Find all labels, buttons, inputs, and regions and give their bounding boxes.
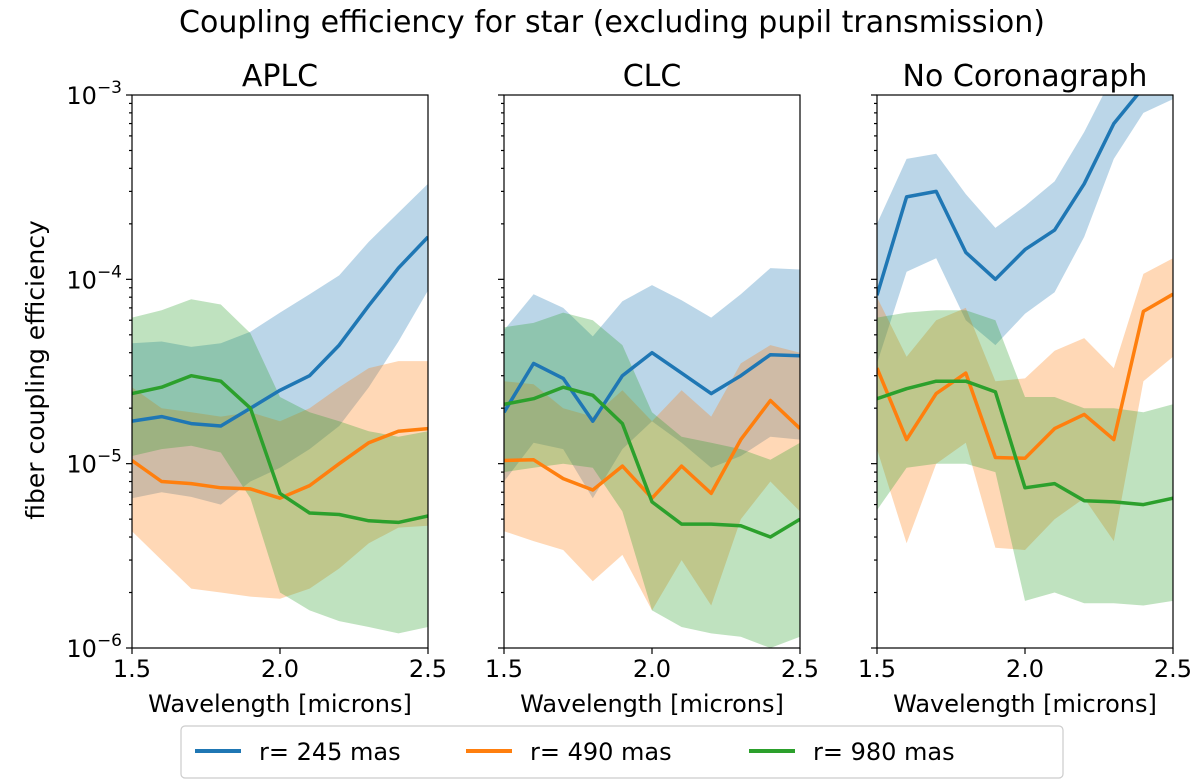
y-tick-label: 10−5 bbox=[66, 447, 122, 479]
legend-frame bbox=[180, 725, 1064, 779]
subplots: APLC 1.5 2.0 2.5 Wavelength [microns] 10−3 10−… bbox=[66, 59, 1192, 718]
figure-title: Coupling efficiency for star (excluding … bbox=[179, 5, 1045, 40]
band-r-245-mas bbox=[504, 268, 800, 499]
band-r-980-mas bbox=[132, 299, 428, 634]
x-axis-label: Wavelength [microns] bbox=[520, 690, 784, 718]
series-line-r-490-mas bbox=[877, 292, 1173, 461]
x-tick-label: 2.0 bbox=[633, 655, 671, 683]
series-line-r-980-mas bbox=[877, 379, 1173, 507]
y-tick-label: 10−3 bbox=[66, 78, 122, 110]
x-tick-label: 2.0 bbox=[1006, 655, 1044, 683]
subplot-title: CLC bbox=[623, 59, 682, 94]
plot-area bbox=[504, 268, 800, 648]
y-tick-label: 10−6 bbox=[66, 631, 122, 663]
legend-label-r-490-mas: r= 490 mas bbox=[530, 738, 672, 766]
series-line-r-245-mas bbox=[504, 350, 800, 423]
subplot-no-coronagraph: No Coronagraph 1.5 2.0 2.5 Wavelength [micro… bbox=[858, 59, 1192, 718]
series-line-r-245-mas bbox=[877, 95, 1140, 296]
series-line-r-980-mas bbox=[132, 373, 428, 525]
x-tick-label: 2.0 bbox=[261, 655, 299, 683]
series-line-r-245-mas bbox=[132, 235, 428, 428]
series-line-r-980-mas bbox=[504, 385, 800, 539]
band-r-490-mas bbox=[132, 361, 428, 599]
band-r-490-mas bbox=[504, 345, 800, 611]
plot-area bbox=[132, 183, 428, 634]
x-tick-label: 1.5 bbox=[858, 655, 896, 683]
legend-label-r-980-mas: r= 980 mas bbox=[813, 738, 955, 766]
plot-area bbox=[877, 95, 1173, 606]
x-axis-label: Wavelength [microns] bbox=[148, 690, 412, 718]
band-r-490-mas bbox=[877, 258, 1173, 550]
subplot-aplc: APLC 1.5 2.0 2.5 Wavelength [microns] 10−3 10−… bbox=[66, 59, 447, 718]
series-line-r-490-mas bbox=[132, 426, 428, 500]
legend-label-r-245-mas: r= 245 mas bbox=[259, 738, 401, 766]
y-tick-label: 10−4 bbox=[66, 262, 122, 294]
subplot-title: APLC bbox=[242, 59, 318, 94]
x-tick-label: 2.5 bbox=[409, 655, 447, 683]
x-axis-label: Wavelength [microns] bbox=[893, 690, 1157, 718]
y-axis-label: fiber coupling efficiency bbox=[21, 220, 50, 520]
x-tick-label: 1.5 bbox=[485, 655, 523, 683]
x-tick-label: 1.5 bbox=[113, 655, 151, 683]
legend: r= 245 mas r= 490 mas r= 980 mas bbox=[180, 725, 1064, 779]
subplot-clc: CLC 1.5 2.0 2.5 Wavelength [microns] bbox=[485, 59, 819, 718]
subplot-title: No Coronagraph bbox=[903, 59, 1148, 94]
x-tick-label: 2.5 bbox=[781, 655, 819, 683]
band-r-245-mas bbox=[877, 95, 1173, 364]
band-r-980-mas bbox=[504, 312, 800, 648]
x-tick-label: 2.5 bbox=[1154, 655, 1192, 683]
